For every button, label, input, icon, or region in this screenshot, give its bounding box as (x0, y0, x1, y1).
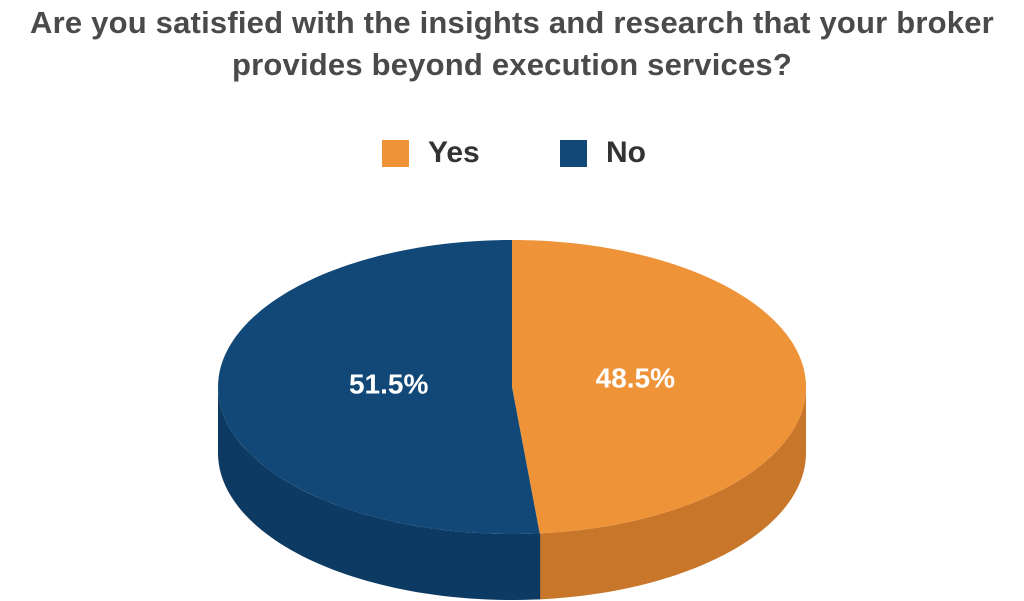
chart-title-line-2: provides beyond execution services? (231, 47, 793, 82)
chart-title: Are you satisfied with the insights and … (0, 2, 1024, 86)
legend-label-no: No (606, 136, 646, 169)
legend-item-no: No (560, 133, 646, 173)
legend-item-yes: Yes (382, 133, 480, 173)
chart-legend: Yes No (0, 133, 1024, 173)
chart-title-line-1: Are you satisfied with the insights and … (30, 5, 994, 40)
pie-side-no (218, 387, 540, 600)
data-label-no: 51.5% (349, 368, 428, 399)
pie-slice-no (218, 240, 540, 534)
legend-swatch-yes (382, 139, 409, 167)
data-label-yes: 48.5% (596, 362, 675, 393)
pie-side-yes (539, 387, 806, 600)
legend-label-yes: Yes (428, 136, 480, 169)
legend-swatch-no (560, 139, 587, 167)
pie-slice-yes (512, 240, 806, 534)
